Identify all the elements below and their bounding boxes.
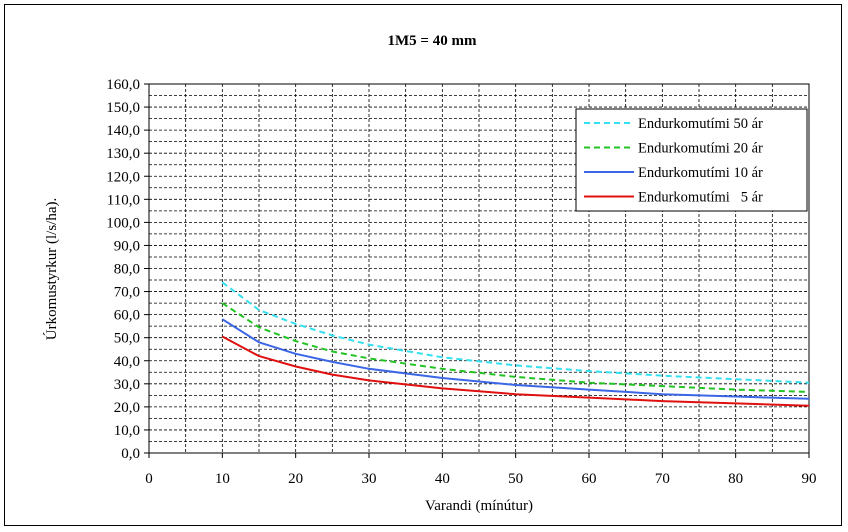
y-tick-label: 90,0 [114, 238, 140, 254]
legend-label: Endurkomutími 50 ár [638, 116, 763, 132]
x-tick-label: 70 [655, 471, 670, 487]
series-line [221, 302, 810, 393]
x-axis: 0 10 20 30 40 50 60 70 80 90 [145, 453, 817, 487]
y-tick-label: 20,0 [114, 400, 140, 416]
chart-title: 1M5 = 40 mm [388, 33, 477, 49]
x-tick-label: 0 [145, 471, 153, 487]
x-axis-label: Varandi (mínútur) [425, 498, 533, 514]
y-tick-label: 40,0 [114, 354, 140, 370]
y-tick-label: 120,0 [106, 169, 140, 185]
x-tick-label: 90 [802, 471, 817, 487]
y-tick-label: 70,0 [114, 285, 140, 301]
x-tick-label: 80 [728, 471, 743, 487]
chart-frame: 1M5 = 40 mm 0,0 10,0 20,0 30,0 40,0 50,0 60,0 7… [4, 4, 842, 526]
y-tick-label: 50,0 [114, 331, 140, 347]
y-tick-label: 60,0 [114, 308, 140, 324]
series-lines [221, 281, 810, 407]
y-tick-label: 140,0 [106, 123, 140, 139]
y-tick-label: 30,0 [114, 377, 140, 393]
y-axis-label: Úrkomustyrkur (l/s/ha). [43, 198, 60, 340]
series-line [221, 281, 810, 384]
legend-label: Endurkomutími 10 ár [638, 165, 763, 181]
y-tick-label: 10,0 [114, 423, 140, 439]
x-tick-label: 20 [288, 471, 303, 487]
x-tick-label: 60 [582, 471, 597, 487]
y-tick-label: 110,0 [107, 192, 140, 208]
y-tick-label: 130,0 [106, 146, 140, 162]
y-tick-label: 0,0 [121, 446, 140, 462]
legend-label: Endurkomutími 5 ár [638, 190, 763, 206]
y-tick-label: 80,0 [114, 262, 140, 278]
legend-label: Endurkomutími 20 ár [638, 141, 763, 157]
y-axis: 0,0 10,0 20,0 30,0 40,0 50,0 60,0 70,0 80,0 90,0 1… [106, 77, 149, 462]
y-tick-label: 150,0 [106, 100, 140, 116]
x-tick-label: 10 [215, 471, 230, 487]
legend: Endurkomutími 50 ár Endurkomutími 20 ár En… [575, 108, 808, 212]
y-tick-label: 100,0 [106, 215, 140, 231]
legend-box [575, 108, 808, 212]
series-line [221, 318, 810, 400]
x-tick-label: 30 [362, 471, 377, 487]
x-tick-label: 50 [508, 471, 523, 487]
chart: 1M5 = 40 mm 0,0 10,0 20,0 30,0 40,0 50,0 60,0 7… [43, 33, 817, 514]
x-tick-label: 40 [435, 471, 450, 487]
y-tick-label: 160,0 [106, 77, 140, 93]
series-line [221, 335, 810, 407]
